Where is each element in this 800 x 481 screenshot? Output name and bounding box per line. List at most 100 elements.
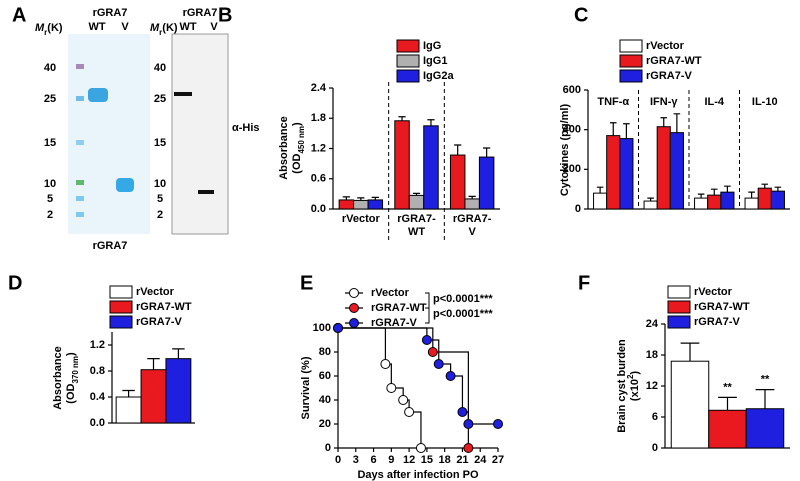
lane-label: WT: [179, 21, 196, 33]
x-tick-label: 0: [335, 454, 341, 466]
category-label: V: [468, 226, 476, 238]
bar: [165, 358, 192, 424]
survival-point: [493, 419, 503, 429]
y-tick-label: 600: [563, 84, 581, 96]
y-label-part: (x10: [629, 379, 641, 401]
ladder-band: [76, 180, 84, 185]
y-tick-label: 2.4: [311, 82, 327, 94]
y-tick-label: 40: [319, 394, 331, 406]
y-tick-label: 400: [563, 124, 581, 136]
y-tick-label: 100: [313, 322, 331, 334]
y-tick-label: 0: [325, 442, 331, 454]
mr-m: M: [150, 22, 160, 34]
legend-label: rVector: [694, 286, 733, 298]
error-bar: [468, 195, 476, 199]
marker-label: 2: [157, 209, 163, 221]
category-label: IL-4: [704, 96, 724, 108]
survival-point: [333, 323, 343, 333]
bar: [619, 138, 634, 210]
survival-point: [421, 335, 432, 345]
y-label: Absorbance (OD370 nm): [52, 346, 80, 410]
mr-label: Mr(K): [35, 22, 63, 37]
bar: [606, 135, 621, 210]
error-bar: [122, 389, 135, 397]
legend-label: rGRA7-WT: [371, 302, 427, 314]
y-tick-label: 0.4: [90, 391, 106, 403]
error-bar: [748, 191, 755, 199]
category-label: IFN-γ: [650, 96, 678, 108]
bar: [338, 199, 355, 210]
bar: [708, 409, 747, 449]
bar: [643, 200, 658, 210]
blot-band: [174, 92, 192, 96]
legend-swatch: [619, 39, 643, 53]
error-bar: [718, 396, 737, 411]
error-bar: [398, 116, 406, 121]
marker-label: 15: [154, 137, 166, 149]
category-label: rVector: [342, 213, 381, 225]
legend-marker: [349, 318, 359, 328]
ladder-band: [76, 140, 84, 145]
ladder-band: [76, 196, 84, 201]
bar: [670, 360, 710, 449]
x-tick-label: 27: [492, 454, 504, 466]
protein-band: [88, 88, 108, 102]
error-bar: [427, 119, 435, 126]
error-bar: [596, 186, 604, 194]
y-tick-label: 18: [646, 349, 658, 361]
error-bar: [371, 196, 379, 200]
x-tick-label: 24: [474, 454, 487, 466]
legend-label: rVector: [371, 287, 410, 299]
significance: **: [723, 381, 732, 393]
error-bar: [755, 389, 775, 409]
survival-point: [463, 443, 474, 453]
legend-swatch: [396, 54, 420, 68]
x-tick-label: 15: [421, 454, 433, 466]
y-tick-label: 80: [319, 346, 331, 358]
panel-letter: B: [218, 4, 232, 26]
panel-letter: E: [300, 272, 313, 294]
marker-label: 10: [44, 178, 56, 190]
p-value: p<0.0001***: [433, 293, 493, 305]
y-label: Cytokines (pg/ml): [559, 104, 571, 197]
mr-k: (K): [162, 22, 178, 34]
y-tick-label: 6: [652, 411, 658, 423]
marker-label: 40: [44, 62, 56, 74]
y-tick-label: 0: [575, 203, 581, 215]
category-label: IL-10: [752, 96, 778, 108]
y-label-part: ): [291, 122, 303, 126]
mr-label: Mr(K): [150, 22, 178, 37]
y-label-part: ): [629, 371, 641, 375]
marker-label: 5: [157, 193, 163, 205]
survival-point: [386, 383, 397, 393]
ladder-band: [76, 212, 84, 217]
bar: [423, 125, 439, 210]
bar: [707, 194, 722, 210]
y-tick-label: 0.0: [311, 203, 326, 215]
bar: [757, 187, 772, 210]
legend-label: rGRA7-V: [371, 317, 418, 329]
lane-label: V: [121, 21, 129, 33]
ladder-band: [76, 96, 84, 101]
legend-swatch: [109, 300, 133, 314]
y-tick-label: 24: [646, 318, 659, 330]
bar: [464, 198, 480, 210]
category-label: rGRA7-: [397, 213, 436, 225]
marker-label: 40: [154, 62, 166, 74]
lane-label: V: [210, 21, 218, 33]
legend-swatch: [109, 315, 133, 329]
y-tick-label: 200: [563, 163, 581, 175]
p-value: p<0.0001***: [433, 308, 493, 320]
survival-point: [445, 371, 456, 381]
survival-point: [415, 443, 426, 453]
panel-a: A rGRA7 WT V Mr(K) rGRA7 rGRA7 WT V Mr(K…: [12, 4, 260, 252]
y-tick-label: 20: [319, 418, 331, 430]
bar: [744, 197, 759, 210]
survival-point: [427, 347, 438, 357]
legend-swatch: [667, 285, 691, 299]
x-tick-label: 3: [353, 454, 359, 466]
error-bar: [342, 196, 350, 200]
bar: [669, 132, 684, 210]
bar: [770, 190, 785, 210]
y-label-part: Cytokines (pg/ml): [559, 104, 571, 197]
